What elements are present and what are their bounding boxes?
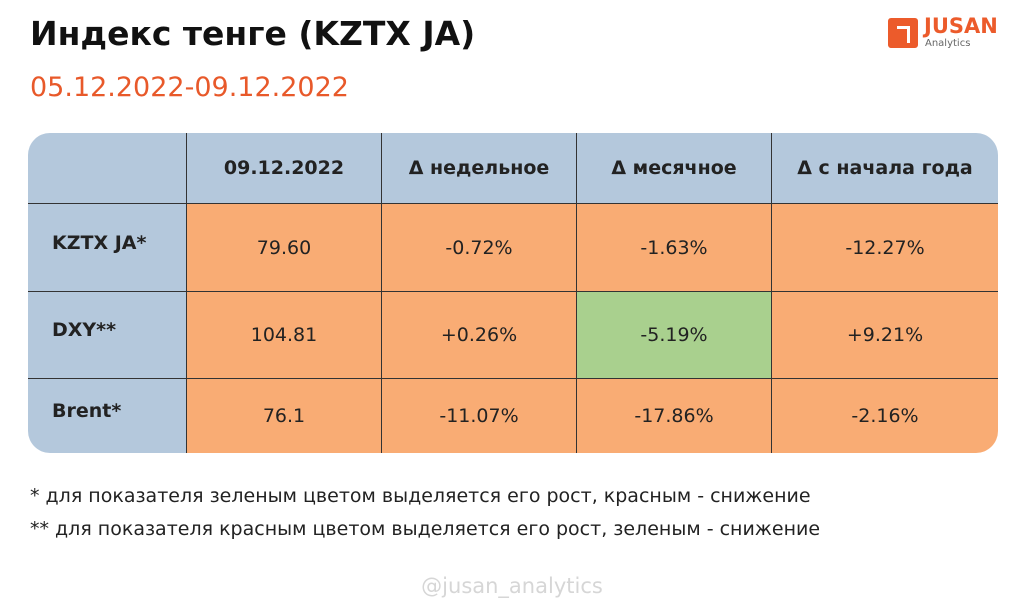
table-cell: -0.72% [382,204,577,292]
column-header: Δ недельное [382,133,577,204]
table-cell: 79.60 [187,204,382,292]
table-cell: 104.81 [187,292,382,379]
table-cell: -12.27% [772,204,998,292]
table: 09.12.2022 Δ недельное Δ месячное Δ с начал… [28,133,998,453]
table-cell: -1.63% [577,204,772,292]
table-cell: -17.86% [577,379,772,453]
title: Индекс тенге (KZTX JA) [30,14,476,53]
row-label: DXY** [28,292,187,379]
logo-tagline: Analytics [925,38,971,49]
table-cell: -11.07% [382,379,577,453]
table-cell: +9.21% [772,292,998,379]
column-header: Δ с начала года [772,133,998,204]
column-header: 09.12.2022 [187,133,382,204]
footnote: ** для показателя красным цветом выделяе… [30,518,821,540]
corner-cell [28,133,187,204]
table-cell: -5.19% [577,292,772,379]
footnote: * для показателя зеленым цветом выделяет… [30,485,811,507]
row-label: KZTX JA* [28,204,187,292]
logo: JUSAN Analytics [888,14,1013,54]
row-label: Brent* [28,379,187,453]
table-cell: 76.1 [187,379,382,453]
subtitle: 05.12.2022-09.12.2022 [30,72,349,103]
logo-icon [888,18,918,48]
column-header: Δ месячное [577,133,772,204]
table-cell: -2.16% [772,379,998,453]
watermark: @jusan_analytics [421,574,603,598]
logo-name: JUSAN [924,14,998,38]
table-cell: +0.26% [382,292,577,379]
